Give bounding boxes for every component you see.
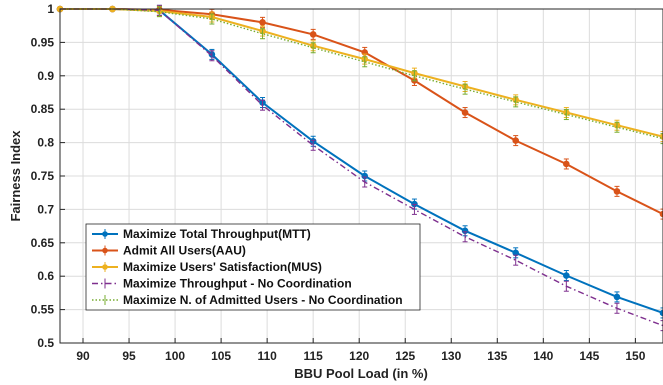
x-tick-label: 145 — [579, 349, 599, 363]
legend-label: Maximize Users' Satisfaction(MUS) — [123, 260, 322, 274]
y-tick-label: 0.55 — [31, 303, 55, 317]
x-tick-label: 95 — [122, 349, 136, 363]
legend-marker — [102, 264, 108, 270]
x-axis-label: BBU Pool Load (in %) — [294, 366, 428, 381]
y-tick-label: 0.75 — [31, 169, 55, 183]
series-layer — [56, 4, 663, 332]
x-tick-label: 115 — [303, 349, 323, 363]
data-point — [613, 293, 621, 301]
legend-marker — [102, 231, 108, 237]
y-tick-label: 0.9 — [37, 69, 54, 83]
x-tick-label: 105 — [211, 349, 231, 363]
x-tick-label: 100 — [165, 349, 185, 363]
legend-box — [85, 223, 421, 311]
legend-marker — [102, 247, 108, 254]
x-tick-label: 110 — [257, 349, 277, 363]
series-group — [60, 6, 663, 145]
legend-label: Maximize Throughput - No Coordination — [123, 277, 352, 291]
y-tick-label: 0.85 — [31, 102, 55, 116]
x-tick-label: 120 — [349, 349, 369, 363]
x-tick-label: 90 — [76, 349, 90, 363]
legend: Maximize Total Throughput(MTT) Admit All … — [85, 223, 421, 311]
data-point — [512, 137, 520, 144]
grid — [60, 8, 663, 344]
x-tick-label: 150 — [625, 349, 645, 363]
y-tick-label: 1 — [47, 2, 54, 16]
y-tick-label: 0.8 — [37, 136, 54, 150]
data-point — [659, 309, 663, 317]
data-point — [613, 188, 621, 195]
plot-frame — [59, 8, 663, 344]
y-tick-label: 0.5 — [37, 336, 54, 350]
data-point — [259, 19, 266, 26]
tick-labels: 90 95 100 105 110 115 120 125 130 135 140 145 150 0.5… — [31, 2, 646, 363]
y-tick-label: 0.6 — [37, 269, 54, 283]
data-point — [309, 31, 317, 38]
x-tick-label: 140 — [533, 349, 553, 363]
y-tick-label: 0.7 — [37, 202, 54, 216]
legend-label: Admit All Users(AAU) — [123, 244, 246, 258]
legend-label: Maximize Total Throughput(MTT) — [123, 227, 311, 241]
x-tick-label: 135 — [487, 349, 507, 363]
data-point — [563, 160, 570, 168]
x-tick-label: 125 — [395, 349, 415, 363]
legend-label: Maximize N. of Admitted Users - No Coord… — [123, 293, 403, 307]
x-tick-label: 130 — [441, 349, 461, 363]
y-tick-label: 0.65 — [31, 236, 55, 250]
data-point — [659, 210, 663, 218]
data-point — [461, 109, 469, 116]
data-point — [563, 272, 570, 279]
y-tick-label: 0.95 — [31, 35, 55, 49]
y-axis-label: Fairness Index — [8, 130, 23, 222]
